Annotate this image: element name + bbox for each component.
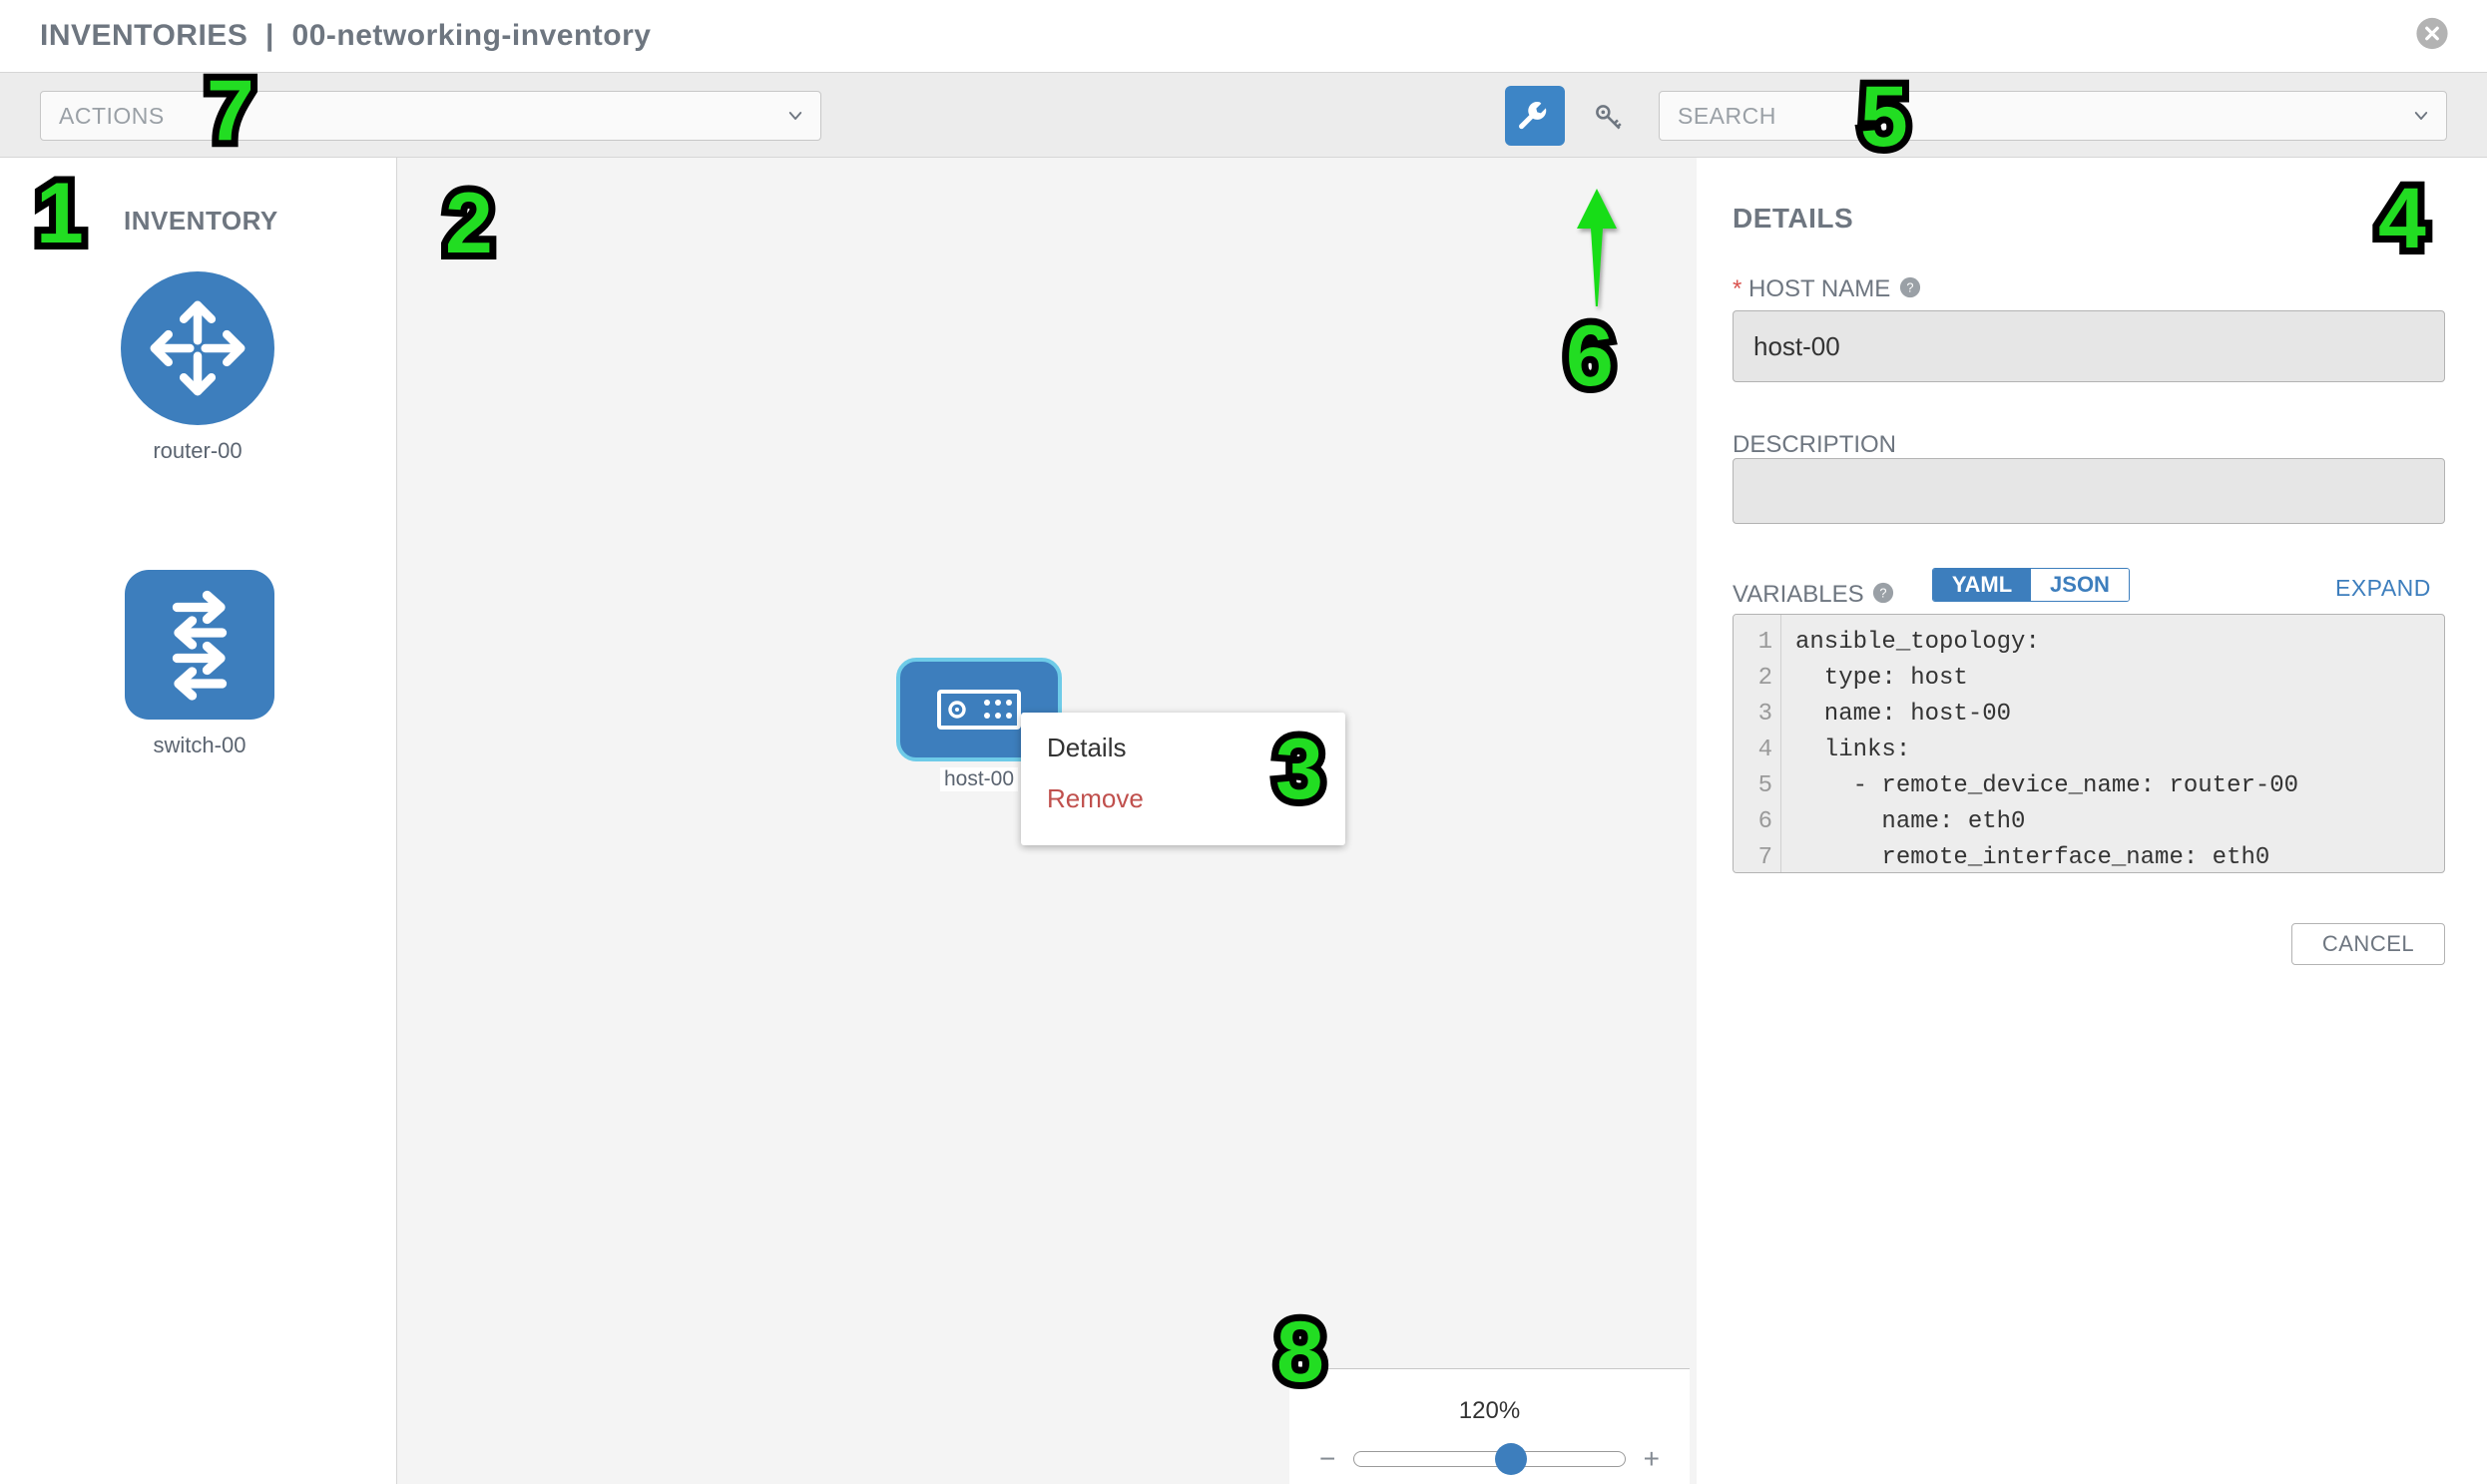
svg-text:?: ? bbox=[1880, 586, 1887, 601]
svg-text:?: ? bbox=[1906, 280, 1913, 295]
